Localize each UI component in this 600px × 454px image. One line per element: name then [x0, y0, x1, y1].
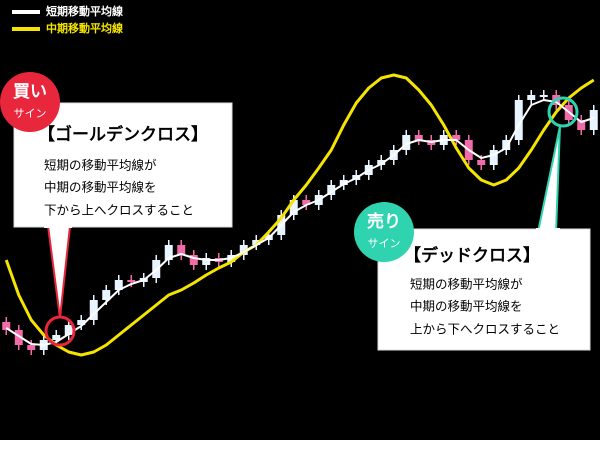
callout-text: 中期の移動平均線を [44, 180, 157, 195]
sell-badge [354, 202, 414, 262]
pointer-join [44, 225, 72, 228]
badge-text: 売り [367, 211, 401, 232]
moving-average-line [4, 73, 595, 357]
candle-body [14, 330, 23, 345]
candle-body [577, 120, 586, 130]
candle-body [52, 335, 61, 340]
candle-body [339, 180, 348, 185]
buy-badge [0, 72, 60, 132]
callout-text: 下から上へクロスすること [44, 203, 194, 218]
candle-body [177, 245, 186, 255]
candle-body [202, 258, 211, 265]
candle-body [77, 320, 86, 325]
candle-body [189, 255, 198, 265]
callout-text: 上から下へクロスすること [410, 322, 560, 337]
candle-body [164, 245, 173, 260]
legend-label: 中期移動平均線 [46, 21, 123, 35]
candle-body [477, 160, 486, 165]
candle-body [402, 135, 411, 150]
candle-body [527, 95, 536, 100]
callout-box [377, 228, 591, 351]
candle-body [514, 100, 523, 140]
candle-body [102, 290, 111, 300]
candle-body [2, 322, 11, 330]
legend-label: 短期移動平均線 [46, 4, 123, 18]
callout-title: 【ゴールデンクロス】 [38, 124, 208, 145]
candle-body [64, 325, 73, 335]
badge-sub: サイン [14, 107, 47, 120]
callout-text: 短期の移動平均線が [410, 277, 523, 292]
callout-text: 短期の移動平均線が [44, 158, 157, 173]
badge-text: 買い [13, 82, 47, 102]
candle-body [289, 200, 298, 215]
candle-body [452, 135, 461, 140]
candle-body [302, 200, 311, 205]
candle-body [239, 245, 248, 255]
dead-cross-circle [547, 96, 579, 128]
badge-sub: サイン [368, 237, 401, 250]
callout-title: 【デッドクロス】 [404, 245, 540, 266]
candle-body [252, 240, 261, 245]
candle-body [414, 135, 423, 140]
candle-body [377, 160, 386, 165]
moving-average-line [5, 99, 595, 346]
callout-text: 中期の移動平均線を [410, 299, 523, 314]
candle-body [114, 280, 123, 290]
candle-body [27, 345, 36, 350]
candle-body [502, 140, 511, 150]
candle-body [589, 110, 598, 130]
pointer-join [536, 228, 560, 231]
candle-body [127, 280, 136, 282]
candle-body [489, 150, 498, 165]
candle-body [539, 95, 548, 97]
candle-body [327, 185, 336, 195]
candle-body [89, 300, 98, 320]
legend-swatch [12, 27, 40, 31]
legend-swatch [12, 10, 40, 14]
